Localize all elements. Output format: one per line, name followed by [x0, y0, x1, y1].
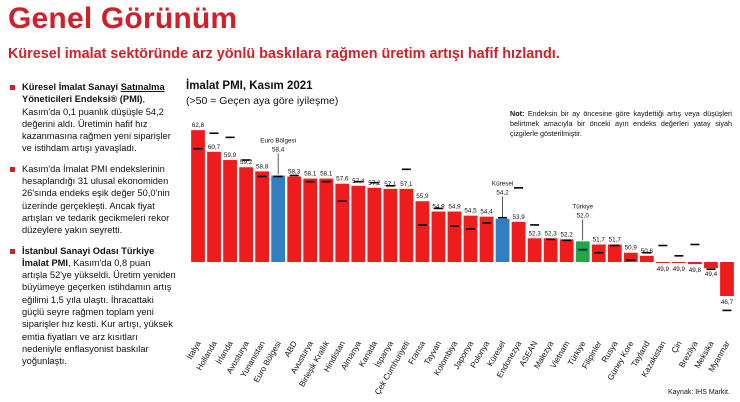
data-label: 57,1 [384, 181, 397, 188]
bar-27 [623, 252, 638, 262]
data-label: 58,3 [288, 169, 301, 176]
data-label: 49,4 [705, 271, 718, 278]
data-label: 52,3 [528, 230, 541, 237]
bar-10 [351, 185, 366, 262]
data-label: 49,9 [657, 266, 670, 273]
bullet-list: Küresel İmalat Sanayi Satınalma Yönetici… [8, 81, 178, 376]
bullet-bold-rest: Yöneticileri Endeksi® (PMI) [22, 94, 143, 105]
callout-label: Küresel [492, 181, 513, 188]
bar-24 [575, 241, 590, 262]
data-label: 53,9 [512, 214, 525, 221]
callout-value: 54,2 [496, 190, 509, 197]
bullet-marker [10, 248, 15, 254]
data-label: 62,8 [192, 122, 205, 129]
bar-3 [239, 167, 253, 262]
data-label: 46,7 [721, 299, 734, 306]
page-title: Genel Görünüm [8, 2, 238, 35]
bullet-item: Küresel İmalat Sanayi Satınalma Yönetici… [8, 81, 178, 155]
data-label: 57,6 [336, 176, 349, 183]
category-label: ABD [283, 339, 299, 358]
data-label: 54,9 [448, 204, 461, 211]
bullet-bold: Küresel İmalat Sanayi [22, 82, 121, 92]
bar-14 [415, 201, 430, 262]
chart-title: İmalat PMI, Kasım 2021 [186, 80, 313, 92]
bar-31 [688, 262, 702, 265]
bar-32 [704, 262, 718, 269]
bar-17 [463, 215, 478, 262]
bullet-underlined: Satınalma [120, 82, 165, 92]
callout-value: 52,0 [577, 212, 590, 219]
data-label: 54,4 [480, 209, 493, 216]
bar-4 [255, 171, 270, 262]
data-label: 59,2 [240, 159, 253, 166]
note-label: Not: [510, 109, 525, 118]
data-label: 58,8 [256, 163, 269, 170]
bullet-text: , Kasım'da 0,1 puanlık düşüşle 54,2 değe… [22, 94, 171, 154]
bullet-item: İstanbul Sanayi Odası Türkiye İmalat PMI… [8, 245, 178, 368]
data-label: 52,2 [561, 231, 574, 238]
bar-28 [639, 255, 654, 262]
chart-subtitle: (>50 = Geçen aya göre iyileşme) [186, 95, 339, 107]
data-label: 54,9 [432, 204, 445, 211]
bar-8 [319, 178, 334, 262]
bar-19 [495, 218, 510, 262]
data-label: 49,9 [673, 266, 686, 273]
callout-label: Türkiye [572, 203, 593, 210]
data-label: 54,5 [464, 208, 477, 215]
data-label: 57,1 [400, 181, 413, 188]
source-note: Kaynak: IHS Markit. [668, 389, 730, 396]
bullet-item: Kasım'da İmalat PMI endekslerinin hesapl… [8, 163, 178, 237]
callout-label: Euro Bölgesi [260, 137, 296, 144]
bar-5 [271, 175, 286, 262]
bullet-marker [10, 166, 15, 172]
data-label: 49,8 [689, 267, 702, 274]
bullet-text: , Kasım'da 0,8 puan artışla 52'ye yüksel… [22, 257, 176, 367]
data-label: 58,1 [304, 171, 317, 178]
data-label: 59,9 [224, 152, 237, 159]
data-label: 51,7 [609, 236, 622, 243]
bar-18 [479, 216, 494, 262]
data-label: 50,9 [625, 245, 638, 252]
chart-note: Not: Endeksin bir ay öncesine göre kayde… [510, 109, 732, 140]
callout-value: 58,4 [272, 146, 285, 153]
bar-0 [191, 130, 205, 262]
data-label: 50,6 [641, 248, 654, 255]
bullet-text: Kasım'da İmalat PMI endekslerinin hesapl… [22, 163, 170, 236]
bar-22 [543, 238, 558, 262]
bar-13 [399, 188, 414, 262]
bar-26 [607, 244, 622, 262]
bar-2 [223, 160, 237, 262]
bar-7 [303, 178, 318, 262]
data-label: 60,7 [208, 144, 221, 151]
data-label: 52,3 [545, 230, 558, 237]
bar-16 [447, 211, 462, 262]
bar-23 [559, 239, 574, 262]
bar-6 [287, 176, 302, 262]
bullet-bold: İstanbul Sanayi Odası Türkiye İmalat PMI [22, 245, 155, 268]
bar-21 [527, 238, 542, 262]
bullet-marker [10, 85, 15, 90]
bar-12 [383, 188, 398, 262]
bar-11 [367, 187, 382, 262]
note-text: Endeksin bir ay öncesine göre kaydettiği… [510, 109, 732, 139]
data-label: 58,1 [320, 171, 333, 178]
data-label: 57,4 [352, 178, 365, 185]
bar-9 [335, 183, 350, 262]
page-subtitle: Küresel imalat sektöründe arz yönlü bask… [8, 46, 560, 62]
bar-15 [431, 211, 446, 262]
data-label: 55,9 [416, 193, 429, 200]
bar-33 [720, 262, 734, 296]
bar-20 [511, 221, 526, 262]
bar-29 [655, 262, 670, 264]
data-label: 57,2 [368, 180, 381, 187]
bar-30 [672, 262, 686, 264]
category-label: Çin [670, 339, 684, 355]
bar-1 [207, 151, 221, 262]
data-label: 51,7 [593, 236, 606, 243]
